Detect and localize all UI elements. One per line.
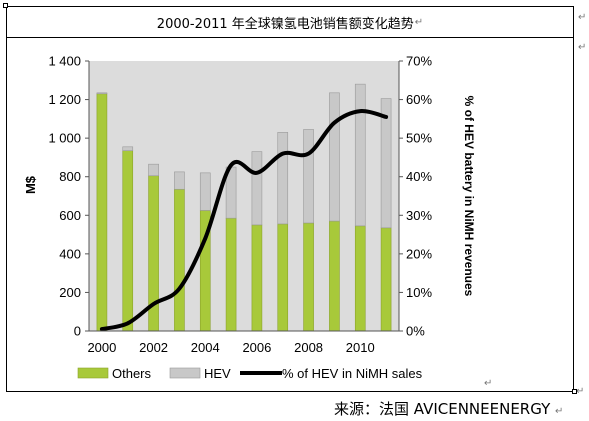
bar-hev (380, 98, 392, 229)
y-tick-label: 1 400 (48, 54, 81, 69)
series-line-hev-share (99, 109, 389, 332)
bar-hev (251, 151, 263, 226)
bar-others (380, 227, 392, 332)
source-note: 来源：法国 AVICENNEENERGY ↵ (334, 398, 563, 419)
paragraph-mark: ↵ (555, 406, 564, 417)
paragraph-mark: ↵ (414, 16, 424, 28)
bar-hev (174, 171, 185, 190)
y2-tick-label: 30% (406, 208, 432, 223)
paragraph-mark: ↵ (578, 12, 587, 23)
bar-hev (329, 92, 340, 222)
legend-label-hev: HEV (204, 366, 231, 381)
bar-others (96, 93, 108, 332)
x-tick-label: 2010 (346, 340, 375, 355)
bar-hev (303, 129, 314, 224)
paragraph-mark: ↵ (484, 378, 493, 389)
y2-tick-label: 0% (406, 324, 425, 339)
x-tick-label: 2006 (242, 340, 271, 355)
bar-hev (122, 146, 134, 151)
source-text: 来源：法国 AVICENNEENERGY (334, 400, 551, 418)
frame-handle (572, 389, 577, 394)
plot-area (89, 61, 399, 331)
bar-hev (277, 132, 289, 225)
y-tick-label: 1 200 (48, 92, 81, 107)
paragraph-mark: ↵ (576, 386, 585, 397)
x-tick-label: 2004 (191, 340, 220, 355)
y-tick-label: 200 (59, 285, 81, 300)
chart-title: 2000-2011 年全球镍氢电池销售额变化趋势 (156, 16, 414, 32)
bar-hev (148, 163, 159, 177)
bar-others (251, 224, 263, 332)
y-axis-title: M$ (23, 175, 38, 194)
bar-hev (199, 172, 211, 211)
bar-others (329, 220, 340, 332)
legend-label-line: % of HEV in NiMH sales (282, 366, 423, 381)
y-tick-label: 600 (59, 208, 81, 223)
y-tick-label: 400 (59, 246, 81, 261)
y2-tick-label: 20% (406, 246, 432, 261)
bar-others (277, 223, 289, 332)
y2-tick-label: 10% (406, 285, 432, 300)
y2-tick-label: 70% (406, 54, 432, 69)
legend-swatch-hev (169, 367, 201, 379)
bar-others (174, 188, 185, 332)
frame-handle (3, 3, 8, 8)
x-tick-label: 2002 (139, 340, 168, 355)
x-tick-label: 2000 (87, 340, 116, 355)
y2-tick-label: 50% (406, 131, 432, 146)
y-tick-label: 0 (74, 324, 81, 339)
y-tick-label: 800 (59, 169, 81, 184)
legend-swatch-others (77, 367, 109, 379)
bar-others (303, 222, 314, 332)
y2-tick-label: 40% (406, 169, 432, 184)
y2-tick-label: 60% (406, 92, 432, 107)
y-tick-label: 1 000 (48, 131, 81, 146)
bar-hev (96, 92, 108, 95)
bar-others (122, 150, 134, 332)
bar-others (354, 225, 366, 332)
y2-axis-title: % of HEV battery in NiMH revenues (462, 96, 476, 297)
paragraph-mark: ↵ (578, 42, 587, 53)
x-tick-label: 2008 (294, 340, 323, 355)
legend-label-others: Others (112, 366, 152, 381)
bar-hev (354, 83, 366, 227)
bar-others (225, 217, 237, 332)
chart-title-row: 2000-2011 年全球镍氢电池销售额变化趋势 ↵ (7, 7, 573, 38)
